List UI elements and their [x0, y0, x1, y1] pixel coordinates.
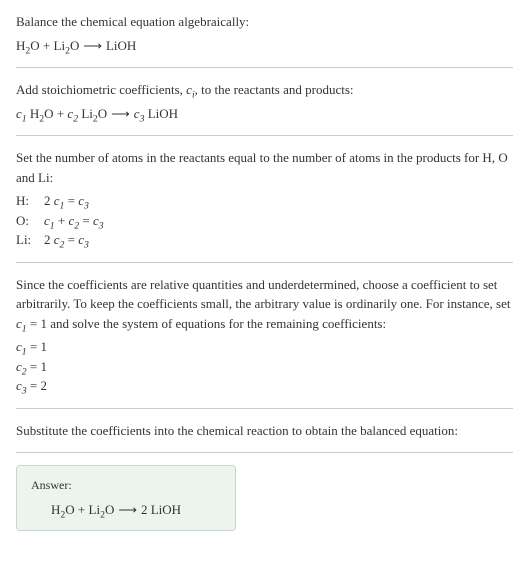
reactant-1: H2O: [16, 38, 40, 53]
reaction-arrow-icon: ⟶: [118, 500, 137, 520]
answer-label: Answer:: [31, 476, 221, 494]
section-problem: Balance the chemical equation algebraica…: [16, 12, 513, 68]
coef-value-row: c3 = 2: [16, 376, 513, 396]
atom-row-h: H: 2 c1 = c3: [16, 191, 513, 211]
solve-text: Since the coefficients are relative quan…: [16, 275, 513, 334]
section-add-coefficients: Add stoichiometric coefficients, ci, to …: [16, 80, 513, 136]
reaction-arrow-icon: ⟶: [83, 36, 102, 56]
reactant-2: Li2O: [54, 38, 80, 53]
coef-values: c1 = 1 c2 = 1 c3 = 2: [16, 337, 513, 396]
coef-equation: c1 H2O + c2 Li2O⟶c3 LiOH: [16, 104, 513, 124]
coef-value-row: c2 = 1: [16, 357, 513, 377]
atom-label-li: Li:: [16, 230, 44, 250]
atom-eq-li: 2 c2 = c3: [44, 230, 513, 250]
atom-balance-text: Set the number of atoms in the reactants…: [16, 148, 513, 187]
atom-eq-h: 2 c1 = c3: [44, 191, 513, 211]
coef-symbol: ci: [186, 82, 195, 97]
unbalanced-equation: H2O + Li2O⟶LiOH: [16, 36, 513, 56]
add-coef-text: Add stoichiometric coefficients, ci, to …: [16, 80, 513, 100]
atom-row-o: O: c1 + c2 = c3: [16, 211, 513, 231]
atom-row-li: Li: 2 c2 = c3: [16, 230, 513, 250]
substitute-text: Substitute the coefficients into the che…: [16, 421, 513, 441]
section-solve: Since the coefficients are relative quan…: [16, 275, 513, 409]
section-substitute: Substitute the coefficients into the che…: [16, 421, 513, 454]
reaction-arrow-icon: ⟶: [111, 104, 130, 124]
atom-equations-table: H: 2 c1 = c3 O: c1 + c2 = c3 Li: 2 c2 = …: [16, 191, 513, 250]
coef-value-row: c1 = 1: [16, 337, 513, 357]
section-atom-balance: Set the number of atoms in the reactants…: [16, 148, 513, 263]
answer-box: Answer: H2O + Li2O⟶2 LiOH: [16, 465, 236, 531]
atom-label-o: O:: [16, 211, 44, 231]
atom-eq-o: c1 + c2 = c3: [44, 211, 513, 231]
product-1: LiOH: [106, 38, 136, 53]
atom-label-h: H:: [16, 191, 44, 211]
balanced-equation: H2O + Li2O⟶2 LiOH: [31, 500, 221, 520]
problem-statement: Balance the chemical equation algebraica…: [16, 12, 513, 32]
